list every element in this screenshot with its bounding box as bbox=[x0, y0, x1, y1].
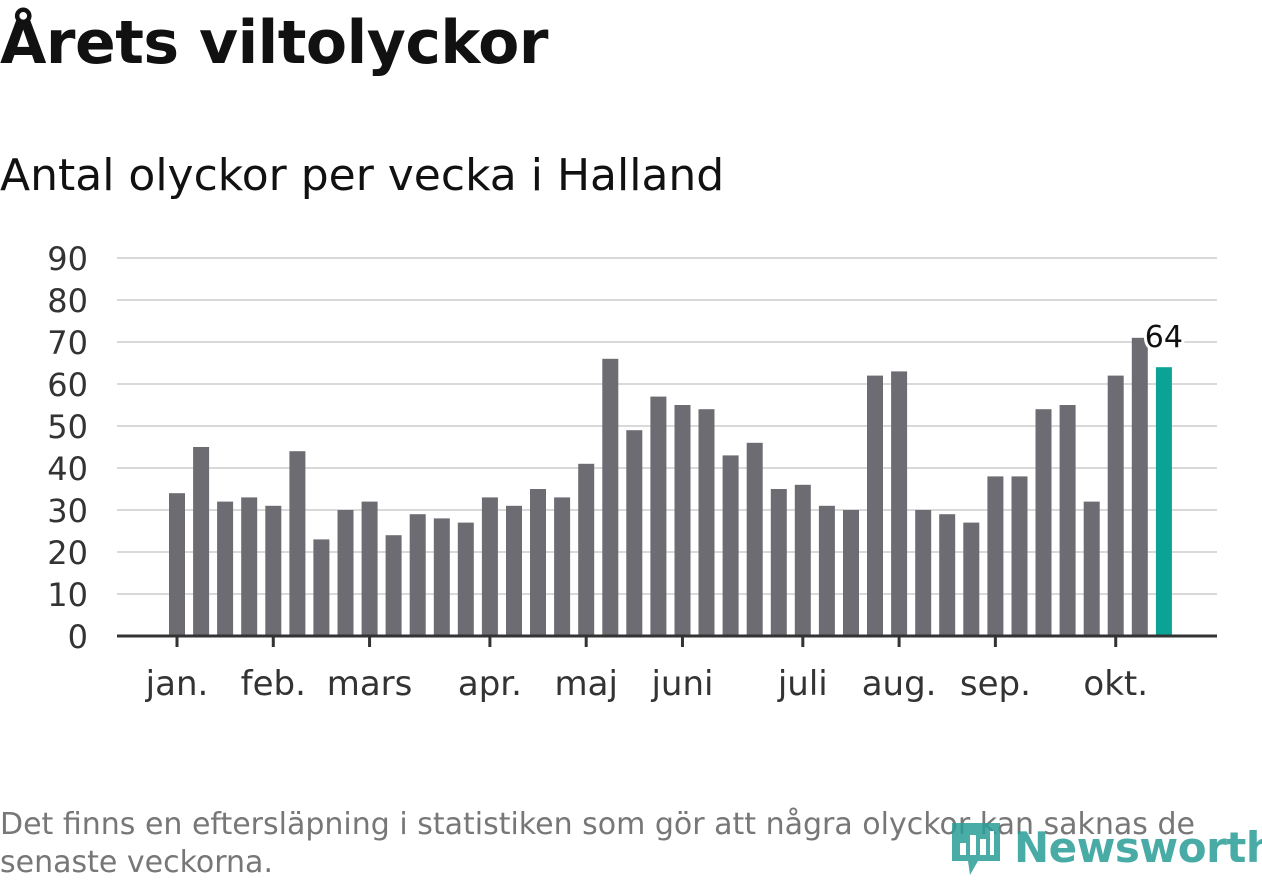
bar bbox=[241, 497, 258, 636]
bar bbox=[265, 505, 282, 636]
newsworthy-logo[interactable]: Newsworthy bbox=[948, 815, 1262, 879]
data-labels: 64 bbox=[1142, 317, 1186, 358]
y-tick-label: 60 bbox=[47, 366, 88, 404]
bar bbox=[626, 430, 643, 636]
bar bbox=[1035, 409, 1052, 636]
bar bbox=[963, 522, 980, 636]
bar bbox=[193, 447, 210, 636]
x-tick-label: mars bbox=[327, 664, 413, 704]
bar bbox=[818, 505, 835, 636]
y-tick-label: 80 bbox=[47, 282, 88, 320]
bar bbox=[337, 510, 354, 636]
bar bbox=[289, 451, 306, 636]
bar-highlight bbox=[1155, 367, 1172, 636]
bar bbox=[843, 510, 859, 636]
bar bbox=[867, 375, 883, 636]
x-tick-label: okt. bbox=[1083, 664, 1148, 704]
y-tick-label: 30 bbox=[47, 492, 88, 530]
bar bbox=[1131, 337, 1148, 636]
bar bbox=[1011, 476, 1028, 636]
x-tick-label: maj bbox=[554, 664, 617, 704]
y-tick-label: 10 bbox=[47, 576, 88, 614]
y-tick-label: 50 bbox=[47, 408, 88, 446]
bar bbox=[602, 358, 619, 636]
x-tick-label: jan. bbox=[145, 664, 209, 704]
bar bbox=[313, 539, 330, 636]
x-axis-ticks: jan. feb. mars apr. maj juni juli aug. sep. okt. bbox=[117, 634, 1217, 704]
gridlines bbox=[117, 257, 1217, 595]
bar bbox=[481, 497, 498, 636]
bar bbox=[987, 476, 1004, 636]
bar bbox=[457, 522, 474, 636]
bar bbox=[650, 396, 667, 636]
bar bbox=[578, 463, 595, 636]
y-tick-label: 20 bbox=[47, 534, 88, 572]
bar bbox=[722, 455, 739, 636]
highlight-value-label: 64 bbox=[1145, 320, 1183, 355]
y-tick-label: 40 bbox=[47, 450, 88, 488]
x-tick-label: sep. bbox=[960, 664, 1031, 704]
x-tick-label: juni bbox=[650, 664, 713, 704]
bar bbox=[385, 535, 402, 636]
bar bbox=[433, 518, 450, 636]
y-tick-label: 90 bbox=[47, 240, 88, 278]
y-tick-label: 0 bbox=[68, 618, 88, 656]
bar bbox=[169, 493, 185, 636]
bar bbox=[1059, 405, 1076, 636]
bar bbox=[361, 501, 378, 636]
bar bbox=[217, 501, 234, 636]
bar bbox=[915, 510, 932, 636]
bar bbox=[1083, 501, 1100, 636]
bar bbox=[1107, 375, 1124, 636]
newsworthy-logo-icon bbox=[952, 823, 1000, 875]
bar bbox=[698, 409, 715, 636]
chart-title: Årets viltolyckor bbox=[0, 8, 549, 78]
logo-text: Newsworthy bbox=[1014, 822, 1262, 872]
x-tick-label: juli bbox=[777, 664, 828, 704]
bar bbox=[891, 371, 908, 636]
bar bbox=[530, 489, 546, 636]
x-tick-label: apr. bbox=[458, 664, 522, 704]
y-axis-tick-labels: 0 10 20 30 40 50 60 70 80 90 bbox=[47, 240, 88, 656]
bar bbox=[746, 442, 763, 636]
bar bbox=[409, 514, 426, 636]
x-tick-label: aug. bbox=[862, 664, 937, 704]
y-tick-label: 70 bbox=[47, 324, 88, 362]
bars bbox=[169, 337, 1172, 636]
bar bbox=[770, 489, 787, 636]
bar bbox=[939, 514, 956, 636]
bar bbox=[674, 405, 691, 636]
bar bbox=[794, 484, 811, 636]
bar bbox=[506, 505, 522, 636]
bar bbox=[554, 497, 571, 636]
x-tick-label: feb. bbox=[241, 664, 306, 704]
chart-subtitle: Antal olyckor per vecka i Halland bbox=[0, 150, 725, 201]
